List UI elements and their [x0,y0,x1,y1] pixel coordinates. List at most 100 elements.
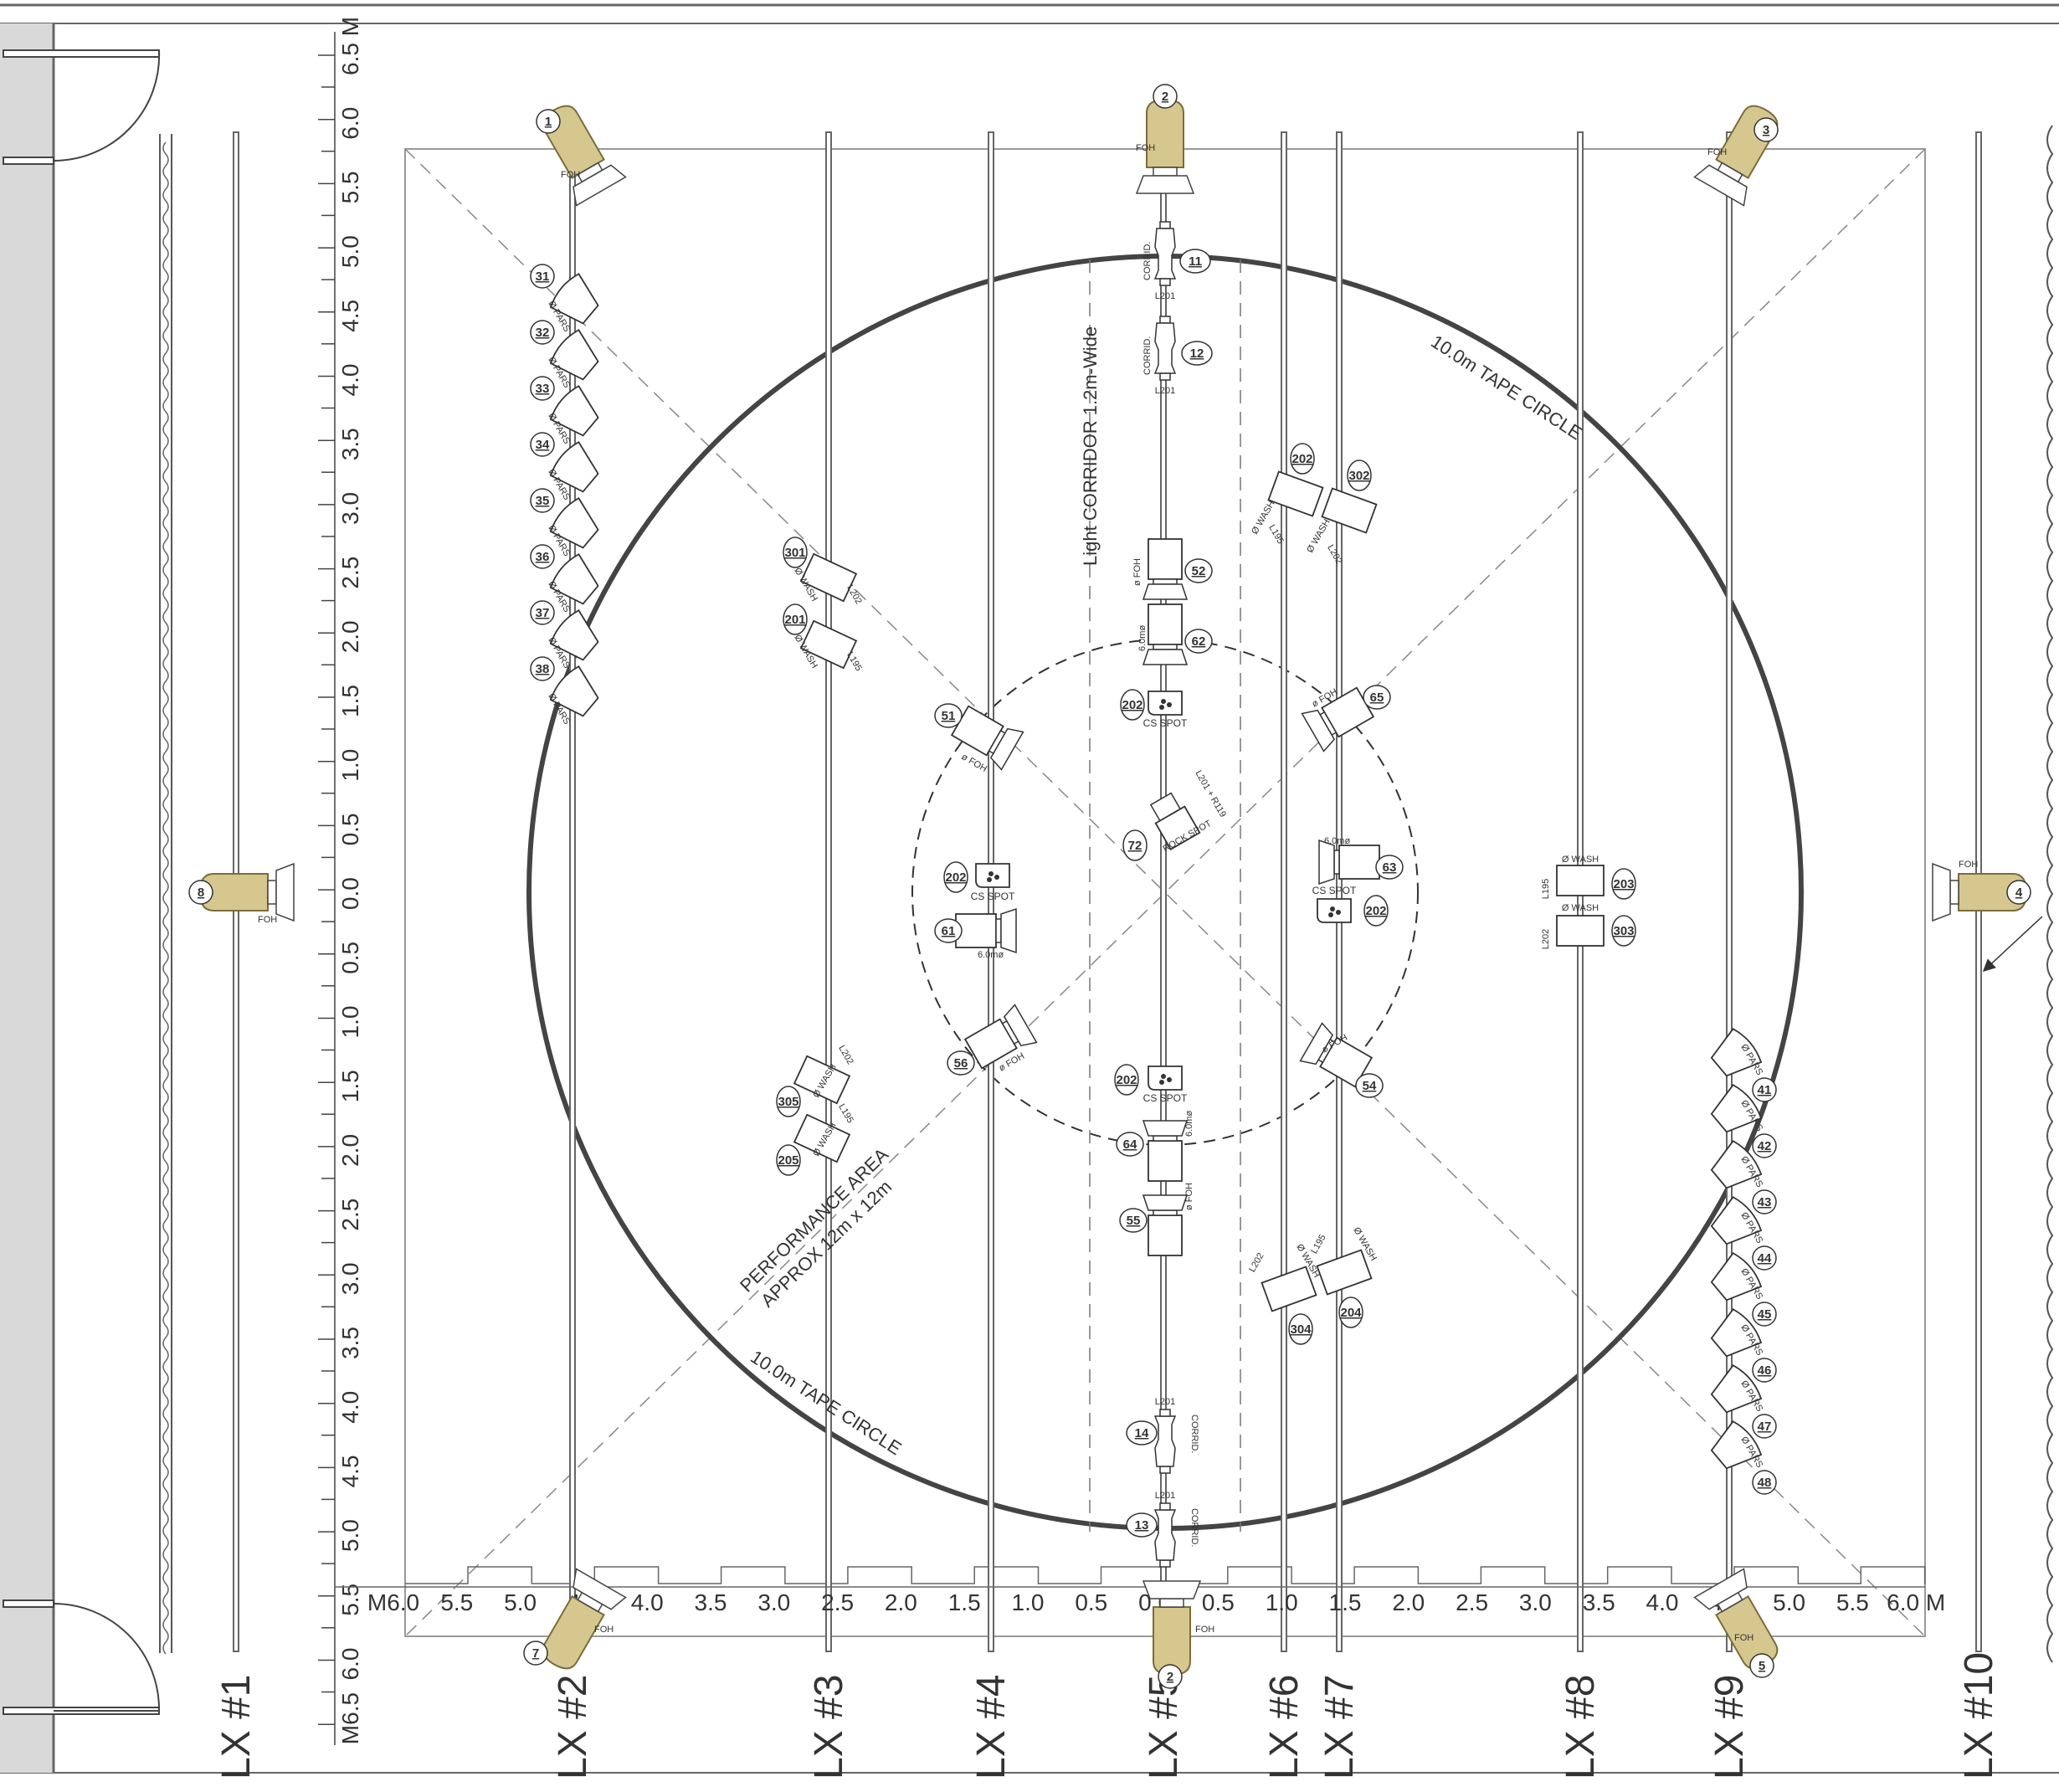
scale-tick-label: 2.0 [1392,1589,1425,1615]
channel-number: 54 [1363,1079,1377,1093]
scale-tick-label: 5.0 [504,1589,537,1615]
scale-tick-label: 6.5 M [337,17,363,75]
scale-tick-label: 1.0 [337,1006,363,1039]
wash-fixture-icon [793,1113,851,1163]
channel-number: 203 [1613,877,1634,891]
fixture-label: FOH [561,170,580,180]
left-scale: 6.5 M 6.0 5.5 5.0 4.5 4.0 3.5 3.0 2.5 2.0 1.5 1.0 0.… [318,17,363,1745]
channel-badge [530,656,555,681]
channel-number: 41 [1758,1083,1772,1097]
par-fixture-icon [549,497,599,549]
channel-number: 48 [1758,1476,1772,1490]
scale-tick-label: 2.0 [337,1134,363,1167]
channel-number: 43 [1758,1195,1772,1209]
foh-spot-fixture: 52 ø FOH [1132,538,1213,600]
channel-badge [1752,1414,1777,1439]
foh-spot-fixture: 64 6.0mø [1116,1111,1194,1182]
lx-pipe: LX #3 [807,131,851,1779]
channel-badge [530,488,555,513]
scale-tick-label: 5.5 [337,1584,363,1616]
foh-spot-icon [1142,538,1189,600]
fixture-label: CS SPOT [1143,1092,1188,1104]
channel-badge [1752,1077,1777,1102]
foh-fixture: 1 FOH [536,105,627,207]
par-fixture-icon [549,273,599,325]
foh-fixture-icon [198,862,295,922]
channel-badge [1114,1064,1139,1096]
corridor-fixture: 13 CORRID. L201 [1126,1491,1199,1568]
scale-tick-label: 0.5 [337,942,363,974]
lx-pipe-label: LX #2 [551,1675,595,1779]
channel-badge [1288,1313,1313,1345]
fixture-label: L201 [1155,291,1175,301]
par-fixture-icon [549,609,599,661]
scale-tick-label: 2.5 [821,1589,854,1615]
channel-number: 205 [778,1153,798,1168]
fixture-label: FOH [1959,860,1978,870]
channel-badge [776,1086,801,1117]
channel-badge [943,861,968,893]
channel-number: 5 [1759,1659,1765,1673]
wash-fixture-icon [1267,470,1324,517]
fixture-label: CORRID. [1189,1508,1199,1547]
par-fixture-icon [1710,1140,1763,1189]
foh-fixture-icon [1135,98,1195,194]
channel-number: 302 [1348,469,1369,483]
channel-badge [530,600,555,625]
corridor-fixture-icon [1153,221,1177,286]
wash-fixture-icon [793,1055,851,1105]
fixture-label: L201 [1155,386,1175,396]
cs-spot-fixture: 202 CS SPOT [943,861,1015,902]
fixture-label: L202 [836,1044,855,1066]
lx-pipe-label: LX #4 [969,1675,1014,1779]
lx-pipe: LX #8 [1558,131,1603,1779]
channel-number: 37 [536,606,550,620]
foh-spot-fixture: 62 6.0mø [1137,603,1213,665]
lx-pipe: LX #4 [969,131,1014,1779]
scale-tick-label: 1.5 [337,1070,363,1102]
channel-badge [783,537,808,568]
scale-tick-label: 4.0 [337,1391,363,1424]
fixture-label: L195 [836,1102,855,1125]
channel-badge [1126,1512,1158,1538]
channel-number: 56 [954,1056,968,1071]
channel-badge [1752,1133,1777,1158]
channel-number: 13 [1135,1518,1149,1533]
fixture-label: FOH [1136,143,1155,153]
foh-fixture: 3 FOH [1693,105,1779,207]
fixture-label: 6.0mø [1184,1111,1194,1137]
annotations: 10.0m TAPE CIRCLE 10.0m TAPE CIRCLE Ligh… [736,326,2043,1459]
channel-badge [1355,1073,1384,1098]
channel-number: 303 [1613,924,1634,938]
foh-fixture-icon [1142,1580,1202,1676]
channel-number: 51 [942,709,956,723]
foh-spot-icon [1142,1194,1189,1256]
foh-fixture: 2 FOH [1135,84,1195,194]
scale-tick-label: 1.5 [948,1589,981,1615]
channel-badge [530,544,555,569]
channel-number: 34 [536,438,550,452]
cs-spot-icon [975,863,1010,888]
wash-fixture: 203 Ø WASH L195 [1541,855,1636,900]
channel-number: 201 [784,613,805,627]
scale-tick-label: 5.0 [337,235,363,268]
fixture-label: 6.0mø [1324,836,1350,846]
scale-tick-label: 1.0 [337,749,363,782]
scale-tick-label: M6.5 [337,1692,363,1744]
scale-tick-label: 2.0 [337,620,363,653]
corridor-fixture-icon [1153,1409,1177,1474]
fixture-label: CORRID. [1142,242,1153,280]
lx-pipe-label: LX #10 [1957,1652,2001,1779]
par-fixture-icon [549,329,599,381]
channel-number: 63 [1383,860,1397,875]
channel-badge [1158,1664,1183,1689]
cs-spot-icon [1148,691,1183,716]
foh-fixture: 7 FOH [523,1568,627,1670]
foh-spot-fixture: 61 6.0mø [934,907,1017,960]
lx-pipe-label: LX #9 [1707,1675,1752,1779]
lx-pipe: LX #9 [1707,131,1752,1779]
fixture-label: CORRID. [1189,1415,1199,1453]
channel-badge [1119,1208,1148,1233]
channel-number: 8 [198,886,204,900]
